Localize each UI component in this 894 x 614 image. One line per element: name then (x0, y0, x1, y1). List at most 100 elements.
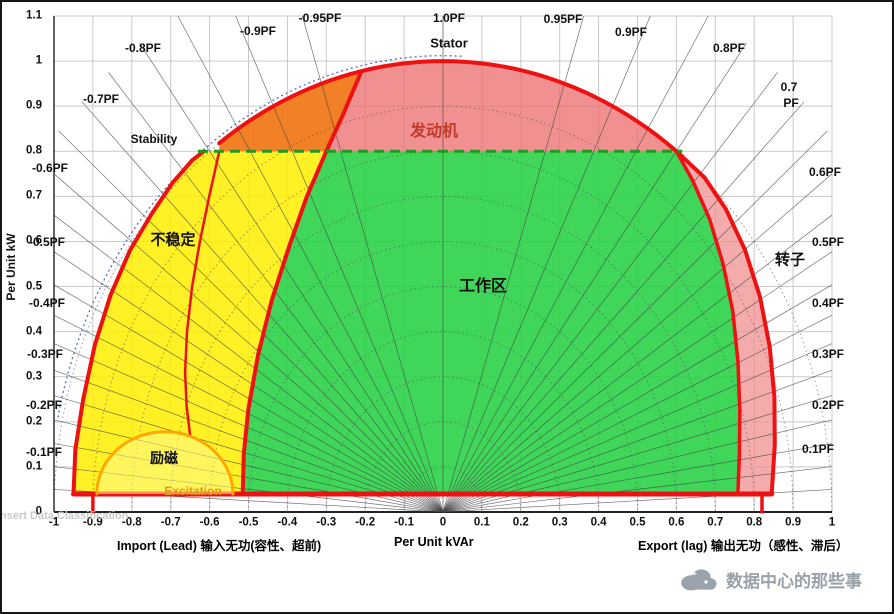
pf-label: 0.2PF (811, 398, 845, 412)
pf-ray (442, 101, 805, 513)
x-tick-label: 0.3 (551, 516, 568, 529)
pf-label: -0.7PF (82, 92, 120, 106)
y-tick-label: 0.7 (26, 189, 42, 202)
pf-ray (442, 343, 833, 513)
y-tick-label: 0.4 (26, 324, 42, 337)
pf-ray (139, 42, 444, 513)
x-axis-label-export: Export (lag) 输出无功（感性、滞后） (638, 539, 849, 553)
y-tick-label: 0 (35, 505, 42, 518)
x-tick-label: 0.8 (746, 516, 763, 529)
pf-label: -0.9PF (239, 24, 277, 38)
pf-ray (53, 173, 444, 513)
pf-ray (53, 214, 444, 513)
pf-ray (58, 130, 444, 513)
x-tick-label: -1 (48, 516, 60, 529)
pf-ray (442, 284, 833, 513)
cloud-logo-icon (681, 569, 717, 591)
pf-ray (53, 419, 444, 513)
stability-label: Stability (130, 132, 178, 146)
stability-limit-curve (71, 149, 206, 496)
region-unstable (73, 151, 327, 495)
pf-label: 1.0PF (432, 11, 466, 25)
pf-ray (442, 369, 833, 513)
y-tick-label: 0.3 (26, 369, 42, 382)
pf-ray (81, 101, 444, 513)
pf-label: -0.95PF (298, 11, 342, 25)
pf-ray (53, 369, 444, 513)
y-tick-label: 0.9 (26, 99, 42, 112)
y-tick-label: 1 (35, 54, 42, 67)
brand-watermark: 数据中心的那些事 (677, 566, 862, 593)
pf-ray (302, 15, 444, 513)
x-tick-label: -0.8 (121, 516, 142, 529)
excitation-label: 励磁 (150, 450, 178, 466)
pf-label: -0.3PF (26, 347, 64, 361)
pf-label: 0.6PF (808, 165, 842, 179)
y-tick-label: 1.1 (26, 9, 42, 22)
y-tick-label: 0.5 (26, 279, 42, 292)
pf-ray (442, 443, 833, 513)
pf-ray (442, 466, 833, 513)
pf-label: 0.7 (780, 80, 798, 94)
pf-label: 0.8PF (712, 41, 746, 55)
x-tick-label: -0.2 (355, 516, 376, 529)
pf-ray (442, 15, 651, 513)
pf-ray (442, 251, 833, 513)
pf-label: 0.4PF (811, 296, 845, 310)
region-stator-limit (326, 61, 683, 157)
pf-ray (442, 130, 828, 513)
x-tick-label: 0.9 (785, 516, 802, 529)
region-excitation (96, 431, 233, 494)
pf-ray (442, 173, 833, 513)
pf-ray (177, 15, 444, 513)
pf-label: -0.5PF (28, 235, 66, 249)
region-stability-margin (219, 71, 362, 152)
y-tick-label: 0.6 (26, 234, 42, 247)
rotor-limit-curve (680, 154, 777, 496)
rotor-label: 转子 (774, 251, 806, 269)
x-tick-label: -0.1 (394, 516, 415, 529)
pf-ray (442, 214, 833, 513)
x-tick-label: -0.5 (238, 516, 259, 529)
x-tick-label: 0.4 (590, 516, 607, 529)
x-tick-label: -0.7 (160, 516, 181, 529)
pf-label: 0.3PF (811, 347, 845, 361)
y-tick-label: 0.1 (26, 460, 42, 473)
x-axis-label-unit: Per Unit kVAr (394, 535, 474, 549)
x-tick-label: 0.5 (629, 516, 646, 529)
working-right-boundary (674, 149, 742, 496)
pf-label: -0.4PF (28, 296, 66, 310)
pf-ray (442, 15, 584, 513)
excitation-limit-curve (95, 430, 235, 496)
theoretical-limit-dotted (57, 55, 463, 418)
pf-label: 0.9PF (614, 25, 648, 39)
x-tick-label: 0 (439, 516, 447, 529)
practical-stability-curve (183, 150, 221, 437)
working-area-label: 工作区 (458, 278, 508, 295)
pf-label: PF (783, 96, 799, 110)
pf-label: -0.1PF (25, 445, 63, 459)
x-tick-label: 1 (828, 516, 836, 529)
stator-limit-curve (217, 59, 685, 159)
pf-ray (442, 314, 833, 513)
x-tick-label: -0.3 (316, 516, 337, 529)
classification-watermark: Insert Data Classification (0, 510, 129, 522)
stator-label: Stator (430, 35, 468, 51)
y-tick-label: 0.2 (26, 415, 42, 428)
region-rotor-limit (676, 151, 775, 495)
pf-label: -0.8PF (124, 41, 162, 55)
x-axis-label-import: Import (Lead) 输入无功(容性、超前) (117, 539, 322, 553)
pf-ray (235, 15, 444, 513)
unstable-label: 不稳定 (150, 231, 196, 249)
x-tick-label: 0.7 (707, 516, 724, 529)
pf-ray (442, 72, 778, 513)
pf-ray (442, 419, 833, 513)
x-tick-label: -0.9 (82, 516, 103, 529)
x-tick-label: -0.4 (277, 516, 298, 529)
pf-label: 0.95PF (543, 12, 583, 26)
pf-label: 0.1PF (801, 442, 835, 456)
x-tick-label: 0.6 (668, 516, 685, 529)
